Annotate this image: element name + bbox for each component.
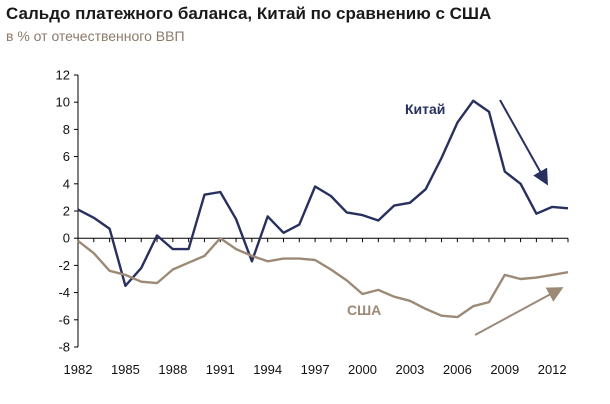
- x-tick-label: 1994: [253, 362, 282, 377]
- usa-trend-arrow: [474, 287, 564, 336]
- x-tick-label: 2009: [490, 362, 519, 377]
- trend-arrows: [474, 99, 564, 336]
- series-line-usa: [77, 236, 569, 319]
- x-tick-label: 1991: [206, 362, 235, 377]
- x-tick-label: 2006: [443, 362, 472, 377]
- x-tick-label: 1985: [111, 362, 140, 377]
- y-tick-label: 8: [63, 122, 70, 137]
- y-tick-label: 0: [63, 231, 70, 246]
- y-tick-label: 2: [63, 204, 70, 219]
- x-tick-label: 1988: [158, 362, 187, 377]
- series-label-china: Китай: [405, 101, 445, 117]
- series-line-china: [77, 99, 569, 287]
- x-tick-label: 2012: [538, 362, 567, 377]
- y-tick-label: 12: [56, 68, 70, 83]
- y-tick-label: -6: [58, 312, 70, 327]
- x-tick-label: 1997: [301, 362, 330, 377]
- x-tick-label: 1982: [64, 362, 93, 377]
- axes: 12 10 8 6 4 2 0 -2 -4 -6 -8 1982 1985 1988 1991 1994 199…: [56, 68, 569, 377]
- china-trend-arrow: [499, 99, 548, 186]
- y-tick-label: 6: [63, 149, 70, 164]
- x-tick-label: 2000: [348, 362, 377, 377]
- x-tick-label: 2003: [395, 362, 424, 377]
- series-lines: [77, 99, 569, 319]
- series-label-usa: США: [347, 302, 381, 318]
- chart-title: Сальдо платежного баланса, Китай по срав…: [6, 4, 492, 23]
- y-tick-label: -4: [58, 285, 70, 300]
- y-tick-label: -8: [58, 340, 70, 355]
- chart-subtitle: в % от отечественного ВВП: [6, 28, 185, 44]
- y-tick-label: 10: [56, 95, 70, 110]
- y-tick-label: -2: [58, 258, 70, 273]
- y-tick-label: 4: [63, 176, 70, 191]
